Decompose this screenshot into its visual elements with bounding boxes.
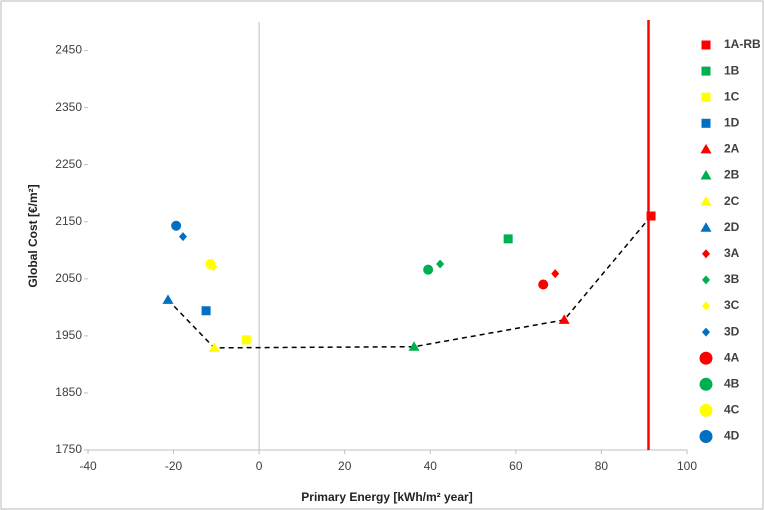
legend-marker (699, 403, 713, 417)
point (162, 294, 174, 304)
legend-label: 3C (724, 298, 740, 312)
point (408, 341, 420, 351)
legend-marker (702, 249, 710, 259)
legend-label: 1B (724, 63, 740, 77)
point (171, 220, 182, 231)
legend-marker (699, 377, 713, 391)
y-tick-label: 1850 (55, 385, 82, 399)
point (558, 314, 570, 324)
legend-label: 2A (724, 142, 740, 156)
x-tick-label: -20 (165, 459, 183, 473)
legend-marker (700, 170, 712, 180)
x-tick-label: 60 (509, 459, 523, 473)
y-tick-label: 2250 (55, 157, 82, 171)
legend-label: 2C (724, 194, 740, 208)
legend-label: 3B (724, 272, 740, 286)
legend-marker (701, 118, 711, 128)
x-axis-title: Primary Energy [kWh/m² year] (301, 490, 472, 504)
legend-label: 4B (724, 376, 740, 390)
legend-marker (702, 275, 710, 285)
point (178, 232, 187, 242)
legend-marker (699, 351, 713, 365)
x-tick-label: 100 (677, 459, 697, 473)
y-axis-title: Global Cost [€/m²] (26, 184, 40, 287)
legend-label: 1C (724, 89, 740, 103)
y-tick-label: 1750 (55, 442, 82, 456)
x-tick-label: -40 (79, 459, 97, 473)
y-tick-label: 2450 (55, 43, 82, 57)
point (538, 279, 549, 290)
legend-marker (702, 327, 710, 337)
legend-label: 1D (724, 115, 740, 129)
legend-label: 3D (724, 324, 740, 338)
legend-marker (700, 222, 712, 232)
legend-marker (701, 66, 711, 76)
point (208, 342, 220, 352)
y-tick-label: 2050 (55, 271, 82, 285)
x-tick-label: 20 (338, 459, 352, 473)
y-tick-label: 1950 (55, 328, 82, 342)
legend-marker (701, 92, 711, 102)
point (423, 264, 434, 275)
legend-label: 2B (724, 168, 740, 182)
legend-label: 2D (724, 220, 740, 234)
x-tick-label: 40 (424, 459, 438, 473)
y-tick-label: 2350 (55, 100, 82, 114)
point (646, 211, 656, 221)
legend-label: 4C (724, 403, 740, 417)
legend-marker (701, 40, 711, 50)
y-tick-label: 2150 (55, 214, 82, 228)
legend-label: 3A (724, 246, 740, 260)
point (201, 306, 211, 316)
legend-label: 4A (724, 350, 740, 364)
legend-marker (702, 301, 710, 311)
legend-marker (700, 196, 712, 206)
point (436, 259, 445, 269)
legend-marker (700, 143, 712, 154)
front-line (167, 215, 652, 349)
x-tick-label: 0 (256, 459, 263, 473)
point (205, 258, 216, 269)
legend-label: 4D (724, 429, 740, 443)
legend-label: 1A-RB (724, 37, 761, 51)
point (503, 234, 513, 244)
point (241, 335, 251, 345)
legend-marker (699, 430, 713, 443)
x-tick-label: 80 (595, 459, 609, 473)
point (551, 269, 560, 279)
